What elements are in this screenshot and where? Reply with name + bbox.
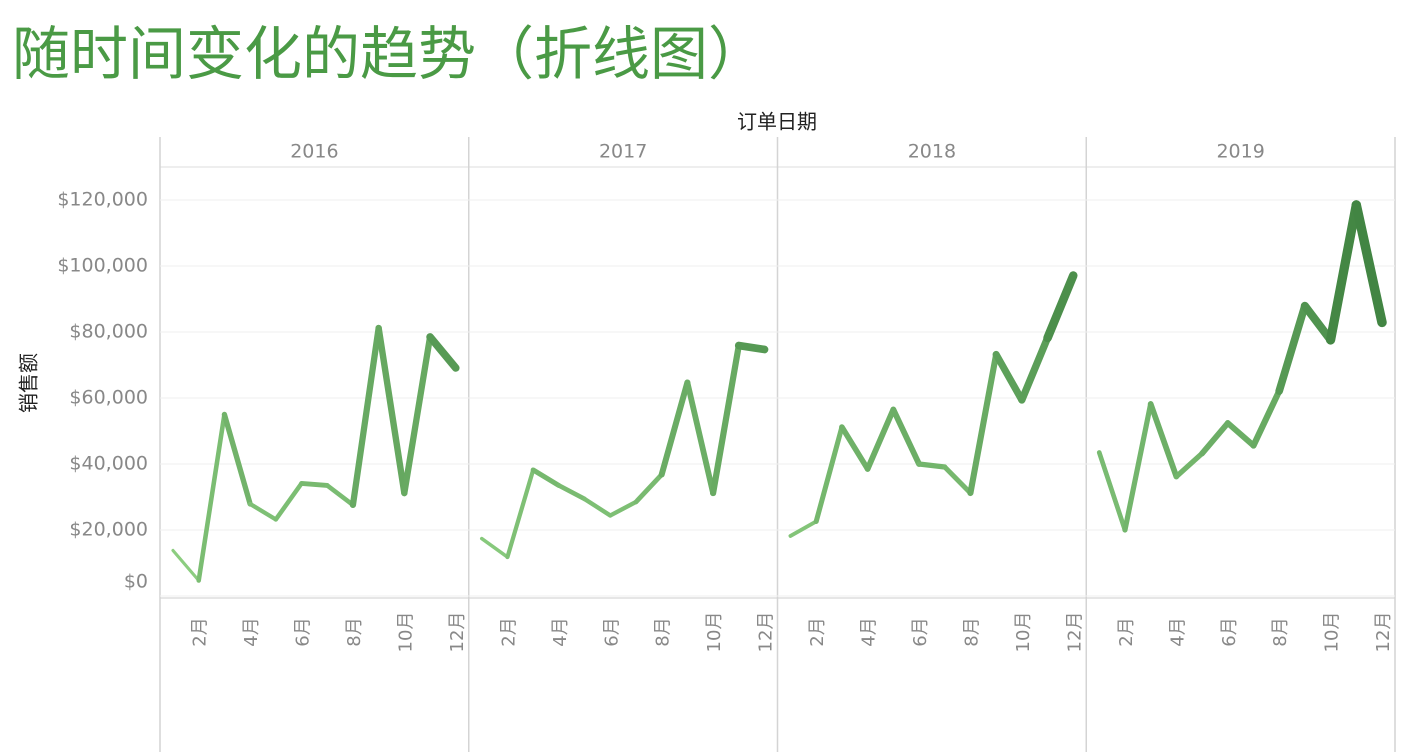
line-segment (1122, 401, 1154, 533)
line-segment (1325, 200, 1361, 345)
line-segment (658, 379, 691, 478)
line-segment (633, 472, 665, 505)
line-segment (942, 464, 973, 496)
panel-header: 2017 (599, 141, 647, 163)
line-segment (916, 461, 948, 470)
line-segment (890, 406, 922, 467)
x-tick-label: 6月 (1219, 617, 1240, 646)
line-segment (813, 424, 845, 524)
line-segment (1147, 401, 1180, 480)
x-tick-label: 4月 (241, 617, 262, 646)
line-segment (709, 342, 742, 497)
y-tick-label: $120,000 (57, 189, 148, 211)
y-axis-title: 销售额 (17, 353, 41, 413)
line-segment (299, 481, 330, 488)
chart-title: 随时间变化的趋势（折线图） (12, 20, 766, 88)
line-segment (1300, 301, 1335, 345)
line-segment (196, 412, 227, 583)
x-tick-label: 10月 (395, 612, 416, 653)
line-segment (992, 350, 1026, 404)
x-tick-label: 2月 (1116, 617, 1137, 646)
line-segment (684, 379, 717, 496)
line-segment (221, 411, 253, 507)
line-segment (426, 333, 460, 372)
line-segment (171, 548, 201, 583)
x-tick-label: 12月 (756, 612, 777, 653)
line-segment (967, 351, 1000, 497)
panel-header: 2018 (908, 141, 956, 163)
y-tick-label: $60,000 (69, 387, 148, 409)
y-tick-label: $80,000 (69, 321, 148, 343)
x-tick-label: 8月 (344, 617, 365, 646)
x-tick-label: 6月 (910, 617, 931, 646)
line-segment (375, 324, 408, 497)
y-tick-label: $20,000 (69, 519, 148, 541)
line-segment (530, 467, 562, 488)
panel-header: 2016 (290, 141, 338, 163)
line-segment (556, 483, 587, 502)
line-segment (608, 499, 639, 518)
line-segment (1043, 271, 1078, 343)
line-segment (1018, 334, 1052, 404)
line-segment (839, 424, 871, 472)
line-segment (1351, 200, 1387, 328)
x-tick-label: 10月 (1322, 612, 1343, 653)
line-segment (1096, 450, 1128, 533)
line-segment (273, 481, 304, 522)
line-segment (1173, 450, 1205, 480)
x-tick-label: 2月 (807, 617, 828, 646)
y-tick-label: $0 (124, 571, 148, 593)
line-segment (864, 406, 897, 472)
x-tick-label: 8月 (653, 617, 674, 646)
x-tick-label: 12月 (1064, 612, 1085, 653)
x-tick-label: 4月 (859, 617, 880, 646)
line-segment (1224, 420, 1257, 449)
x-tick-label: 10月 (1013, 612, 1034, 653)
line-segment (324, 483, 356, 508)
x-tick-label: 12月 (447, 612, 468, 653)
line-segment (401, 333, 434, 497)
x-tick-label: 12月 (1373, 612, 1394, 653)
x-tick-label: 4月 (1167, 617, 1188, 646)
line-segment (1250, 387, 1283, 449)
x-tick-label: 2月 (190, 617, 211, 646)
line-segment (734, 341, 769, 354)
x-tick-label: 6月 (601, 617, 622, 646)
x-tick-label: 8月 (961, 617, 982, 646)
y-tick-label: $40,000 (69, 453, 148, 475)
line-segment (247, 501, 278, 522)
line-segment (582, 496, 613, 518)
line-segment (479, 536, 510, 559)
line-segment (1275, 302, 1309, 395)
panel-header: 2019 (1216, 141, 1264, 163)
line-segment (1199, 420, 1231, 457)
x-axis-title: 订单日期 (737, 110, 817, 134)
x-tick-label: 4月 (550, 617, 571, 646)
x-tick-label: 8月 (1270, 617, 1291, 646)
line-segment (505, 467, 536, 560)
x-tick-label: 6月 (293, 617, 314, 646)
line-segment (349, 324, 382, 509)
x-tick-label: 2月 (498, 617, 519, 646)
y-tick-label: $100,000 (57, 255, 148, 277)
x-tick-label: 10月 (704, 612, 725, 653)
line-segment (788, 519, 819, 538)
